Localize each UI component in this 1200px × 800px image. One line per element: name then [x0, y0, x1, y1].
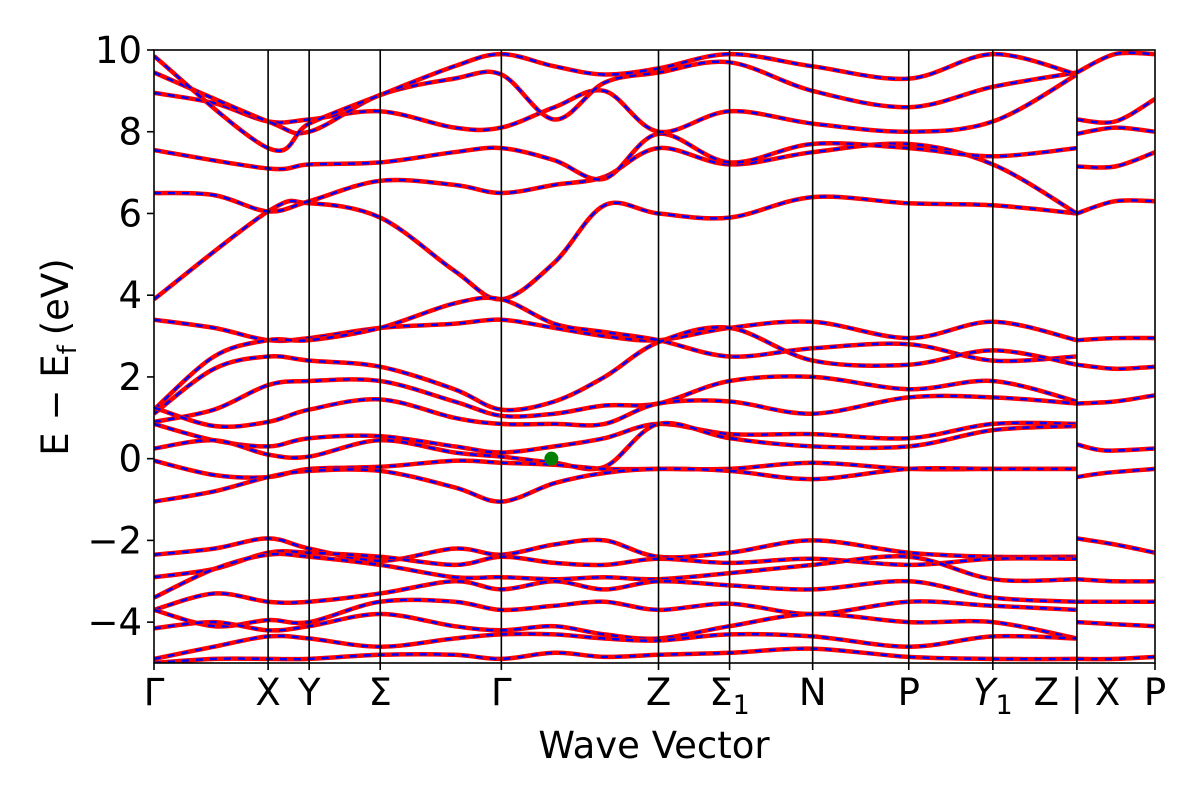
band-line-overlay-16: [154, 537, 1077, 562]
band-line-33: [1076, 654, 1155, 662]
band-line-overlay-19: [154, 579, 1077, 612]
band-line-1: [154, 194, 1078, 302]
x-axis-ticks: Γ X Y Σ Γ Z Σ1 N P Y1 Z | X P: [144, 663, 1166, 721]
x-tick-label: P: [1144, 671, 1166, 714]
band-line-overlay-34: [1076, 199, 1155, 215]
x-axis-label: Wave Vector: [538, 724, 770, 767]
band-line-32: [1076, 619, 1155, 629]
band-line-36: [1076, 125, 1155, 137]
y-tick-label: 8: [118, 111, 142, 154]
band-line-overlay-8: [154, 296, 1077, 411]
band-line-overlay-22: [154, 632, 1077, 661]
y-tick-label: −4: [87, 601, 142, 644]
x-tick-label: Y1: [973, 671, 1013, 721]
band-line-overlay-2: [154, 142, 1078, 215]
band-line-27: [1076, 362, 1155, 372]
band-line-24: [1076, 466, 1155, 480]
y-tick-label: 0: [118, 438, 142, 481]
y-tick-label: 4: [118, 274, 142, 317]
band-line-15: [154, 465, 1077, 504]
x-tick-label: P: [898, 671, 920, 714]
band-line-overlay-37: [1076, 97, 1155, 124]
band-line-overlay-1: [154, 195, 1078, 301]
fermi-marker-dot: [544, 451, 559, 466]
x-tick-label: Y: [297, 671, 321, 714]
band-line-8: [154, 295, 1078, 412]
band-line-37: [1076, 97, 1155, 125]
band-line-26: [1076, 393, 1155, 406]
band-line-overlay-29: [1076, 537, 1155, 554]
band-line-34: [1076, 198, 1155, 216]
x-tick-label: N: [799, 671, 827, 714]
y-tick-label: 2: [118, 356, 142, 399]
x-tick-label: Z | X: [1034, 671, 1121, 714]
fermi-marker: [544, 451, 559, 466]
band-line-38: [1075, 50, 1155, 75]
band-line-overlay-12: [154, 421, 1077, 454]
band-line-overlay-35: [1076, 151, 1155, 169]
y-axis-label: E − Ef (eV): [34, 258, 83, 455]
plot-frame: [153, 49, 1156, 664]
band-line-overlay-4: [154, 73, 1078, 134]
y-axis-label-sub: f: [53, 344, 83, 354]
band-line-overlay-21: [154, 612, 1078, 640]
x-tick-label: Γ: [491, 671, 512, 714]
band-line-overlay-25: [1076, 443, 1155, 452]
band-line-12: [154, 420, 1077, 455]
y-axis-label-main: E − E: [34, 354, 77, 455]
band-line-overlay-38: [1076, 51, 1155, 74]
band-line-overlay-20: [154, 598, 1077, 628]
high-symmetry-lines: [267, 50, 1078, 663]
x-tick-label: Γ: [144, 671, 165, 714]
band-line-29: [1076, 536, 1155, 555]
band-line-overlay-9: [154, 326, 1078, 415]
band-line-28: [1076, 335, 1155, 343]
band-line-overlay-10: [154, 375, 1078, 424]
band-line-overlay-5: [154, 60, 1078, 135]
y-axis-label-unit: (eV): [34, 258, 77, 335]
band-line-overlay-11: [154, 394, 1077, 428]
band-line-25: [1076, 442, 1155, 453]
band-line-30: [1076, 576, 1155, 584]
band-line-overlay-17: [154, 550, 1077, 579]
band-lines: [154, 50, 1155, 663]
y-tick-label: 10: [95, 29, 142, 72]
x-tick-label: X: [255, 671, 280, 714]
x-tick-label: Σ: [369, 671, 392, 714]
y-tick-label: 6: [118, 192, 142, 235]
band-line-11: [154, 393, 1078, 430]
band-line-18: [154, 551, 1077, 600]
band-line-13: [154, 420, 1078, 472]
band-line-overlay-18: [154, 552, 1077, 599]
y-axis-ticks: −4 −2 0 2 4 6 8 10: [87, 29, 154, 644]
x-tick-label: Σ1: [709, 671, 750, 721]
band-line-overlay-24: [1076, 467, 1155, 479]
y-tick-label: −2: [87, 519, 142, 562]
band-line-35: [1076, 150, 1155, 170]
band-line-19: [154, 578, 1078, 613]
band-line-overlay-7: [154, 318, 1078, 343]
band-line-23: [154, 646, 1077, 663]
x-tick-label: Z: [646, 671, 671, 714]
